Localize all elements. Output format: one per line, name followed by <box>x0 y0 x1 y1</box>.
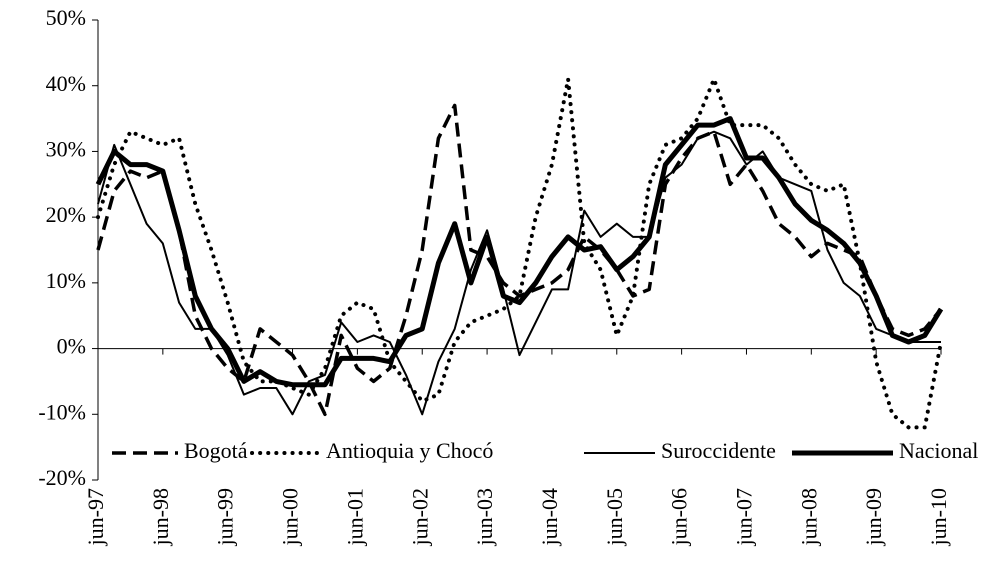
x-tick-label: jun-04 <box>537 488 562 546</box>
x-tick-label: jun-99 <box>213 488 238 546</box>
y-tick-label: 30% <box>46 136 86 161</box>
series-line <box>96 103 943 417</box>
x-tick-label: jun-98 <box>148 488 173 546</box>
legend-label: Antioquia y Chocó <box>326 438 493 463</box>
x-tick-label: jun-05 <box>602 488 627 546</box>
series-line <box>95 116 944 388</box>
x-tick-label: jun-97 <box>83 488 108 546</box>
legend-label: Suroccidente <box>661 438 776 463</box>
x-tick-label: jun-10 <box>926 488 951 546</box>
x-tick-label: jun-03 <box>472 488 497 546</box>
x-tick-label: jun-00 <box>278 488 303 546</box>
y-tick-label: 40% <box>46 71 86 96</box>
y-tick-label: 10% <box>46 268 86 293</box>
y-tick-label: 20% <box>46 202 86 227</box>
legend-label: Bogotá <box>184 438 248 463</box>
series-line <box>97 130 941 416</box>
y-tick-label: -20% <box>38 465 86 490</box>
x-tick-label: jun-09 <box>861 488 886 546</box>
y-tick-label: 0% <box>57 334 86 359</box>
x-tick-label: jun-02 <box>407 488 432 546</box>
x-tick-label: jun-06 <box>667 488 692 546</box>
x-tick-label: jun-01 <box>342 488 367 546</box>
x-tick-label: jun-08 <box>796 488 821 546</box>
x-tick-label: jun-07 <box>732 488 757 546</box>
series-line <box>96 77 943 430</box>
legend-label: Nacional <box>899 438 978 463</box>
y-tick-label: 50% <box>46 5 86 30</box>
y-tick-label: -10% <box>38 399 86 424</box>
